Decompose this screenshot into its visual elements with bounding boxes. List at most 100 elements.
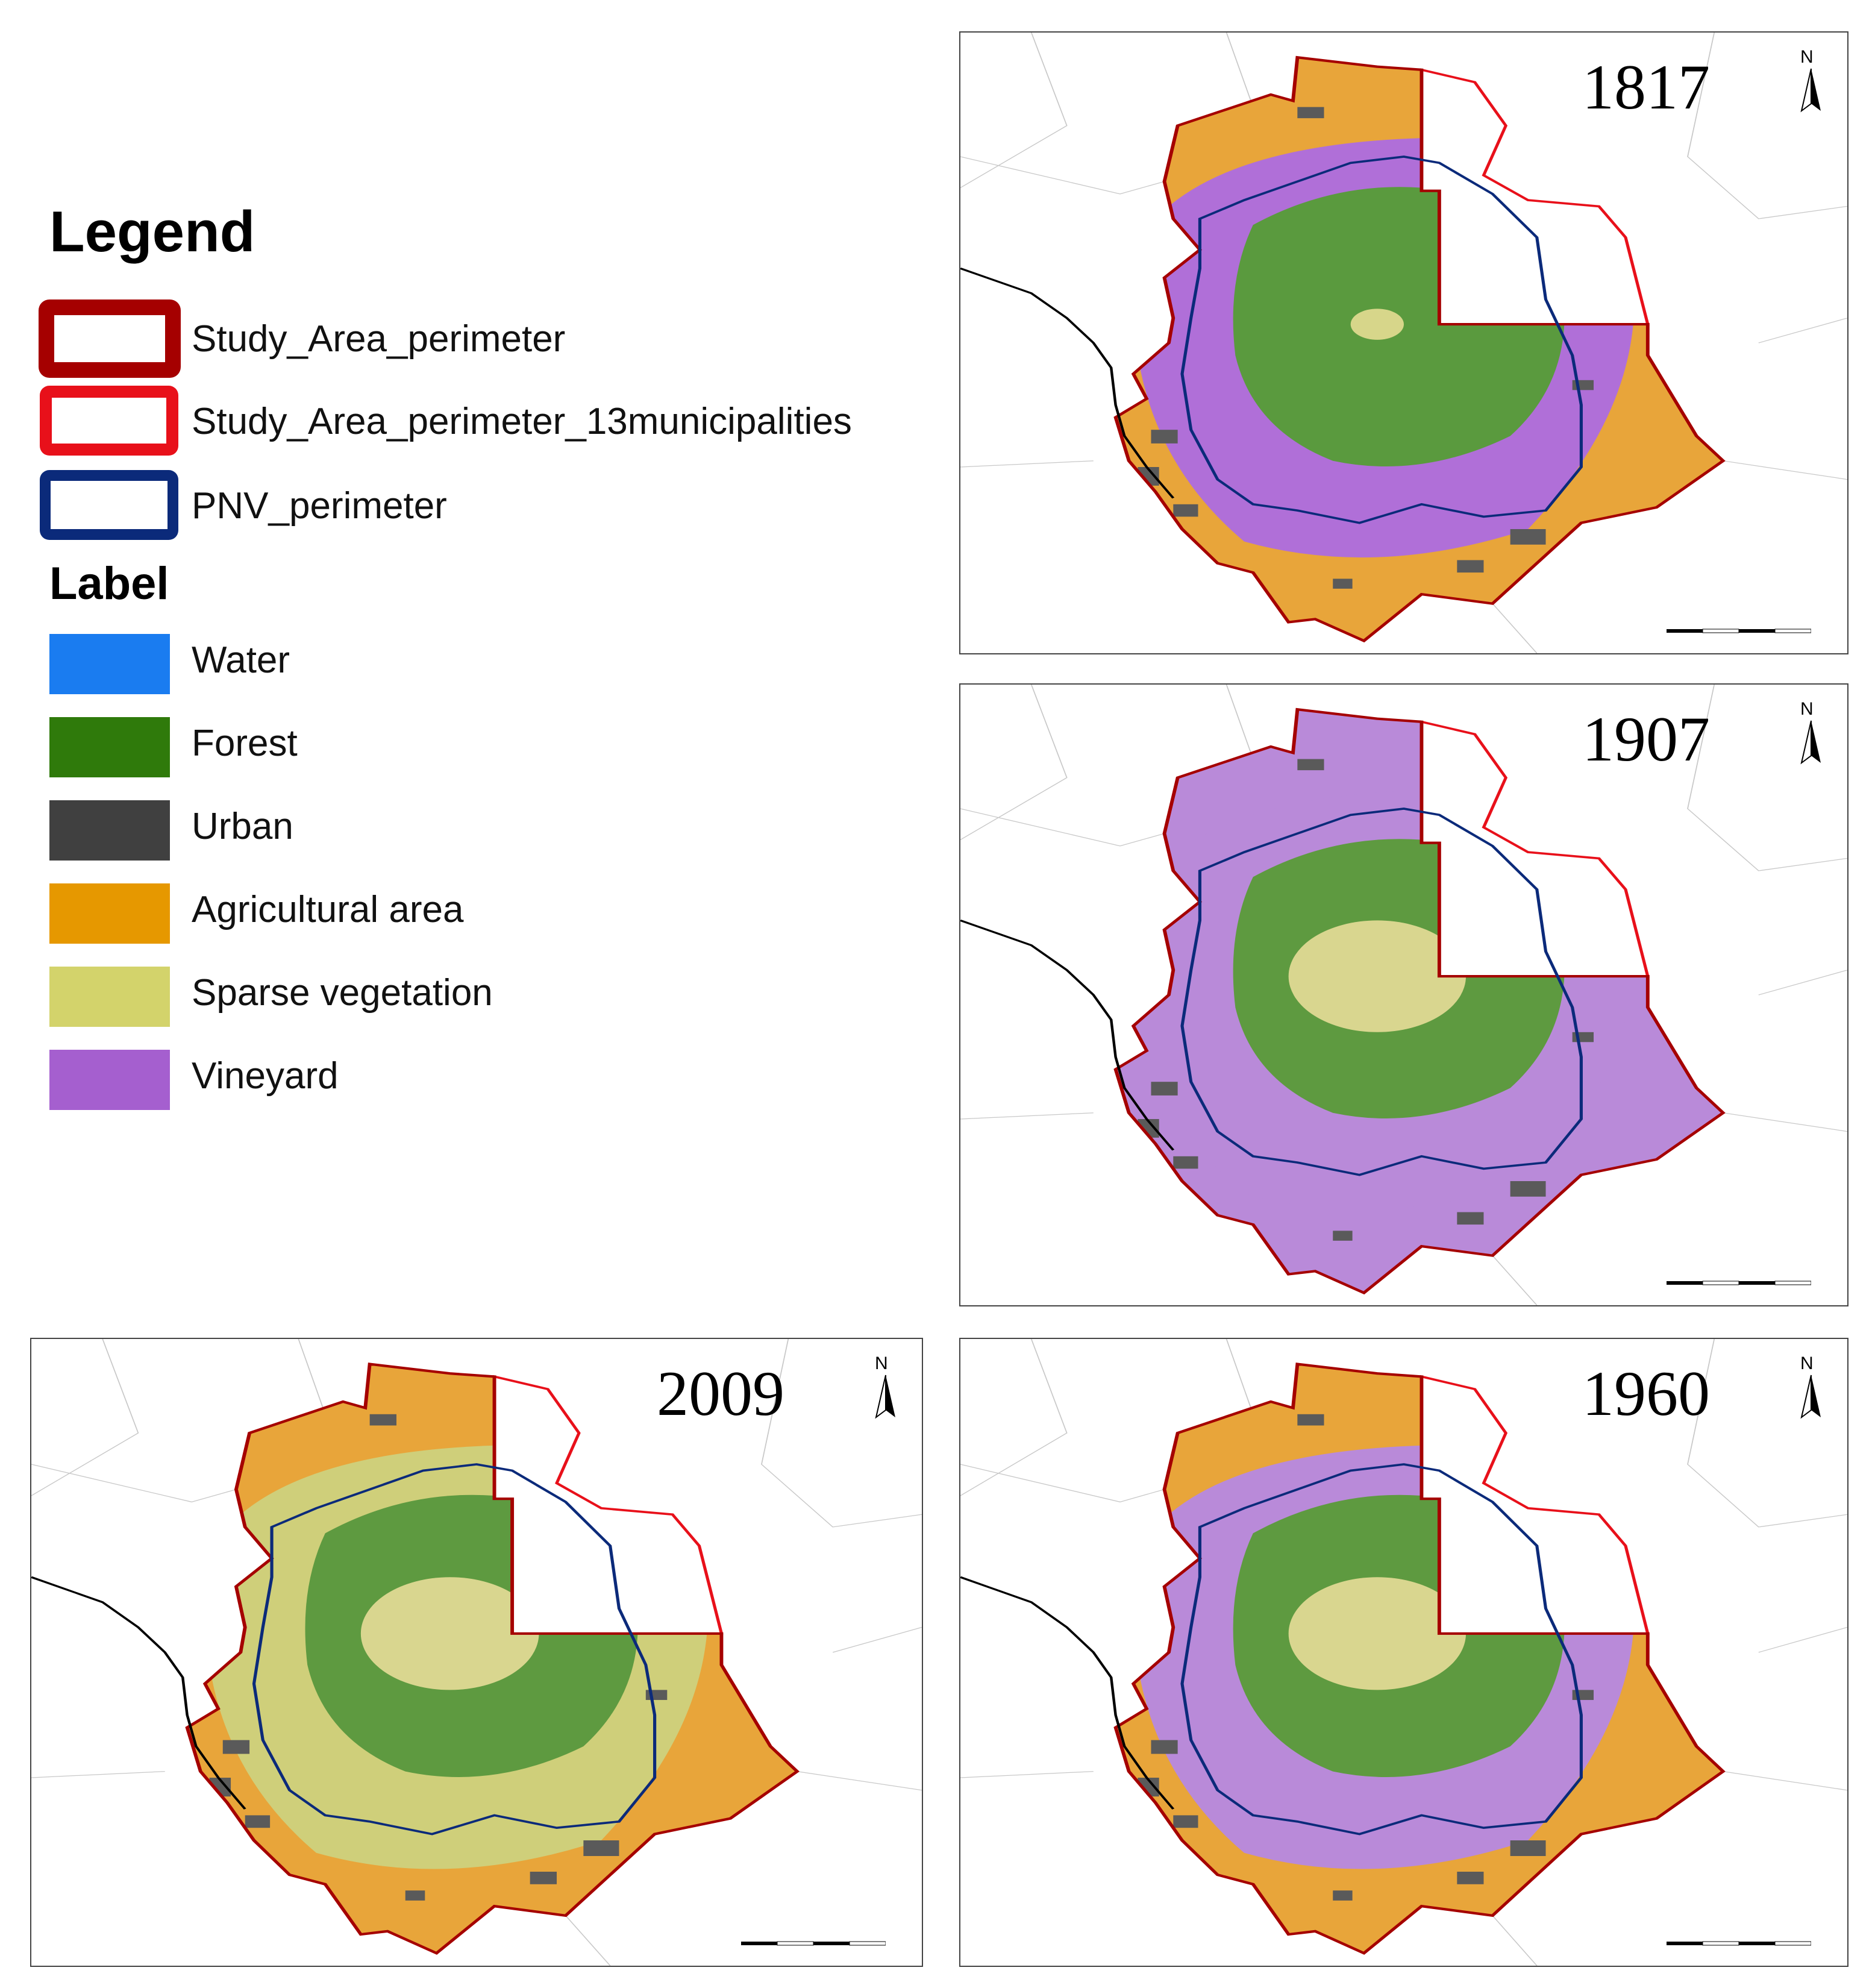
admin-line bbox=[31, 1770, 165, 1778]
summit-sparse-vegetation bbox=[1288, 1577, 1467, 1690]
map-canvas bbox=[960, 1339, 1847, 1966]
legend-label: Forest bbox=[192, 723, 298, 764]
admin-line bbox=[960, 460, 1094, 468]
legend-item-sparse-vegetation: Sparse vegetation bbox=[0, 967, 940, 1051]
admin-line bbox=[960, 156, 1165, 195]
legend-label: Water bbox=[192, 639, 290, 681]
urban-patch bbox=[1333, 1890, 1353, 1901]
admin-line bbox=[960, 1770, 1094, 1778]
admin-line bbox=[960, 685, 1068, 840]
legend-label-heading: Label bbox=[49, 558, 169, 609]
urban-patch bbox=[1510, 529, 1546, 545]
map-canvas bbox=[31, 1339, 922, 1966]
admin-line bbox=[1687, 685, 1847, 871]
urban-patch bbox=[222, 1740, 250, 1754]
legend-item-vineyard: Vineyard bbox=[0, 1050, 940, 1134]
admin-line bbox=[31, 1339, 139, 1496]
admin-line bbox=[761, 1339, 922, 1528]
admin-line bbox=[1492, 1255, 1538, 1305]
study-area-perimeter bbox=[185, 1362, 800, 1955]
admin-line bbox=[1687, 1339, 1847, 1528]
vineyard-swatch bbox=[49, 1050, 170, 1110]
thick-dark-red-outline-icon bbox=[39, 299, 181, 378]
north-arrow-icon: N bbox=[868, 1353, 904, 1423]
map-year-label: 2009 bbox=[657, 1358, 784, 1429]
urban-patch bbox=[1333, 1231, 1353, 1241]
map-legend: Legend Study_Area_perimeter Study_Area_p… bbox=[0, 0, 940, 1145]
sparse-vegetation-swatch bbox=[49, 967, 170, 1027]
admin-line bbox=[1723, 460, 1847, 480]
admin-line bbox=[960, 1464, 1165, 1503]
urban-swatch bbox=[49, 800, 170, 861]
admin-line bbox=[1758, 970, 1847, 996]
summit-sparse-vegetation bbox=[1288, 920, 1467, 1032]
coastline bbox=[960, 1576, 1175, 1810]
legend-item-study-area: Study_Area_perimeter bbox=[0, 299, 940, 384]
urban-patch bbox=[1151, 1740, 1178, 1754]
pnv-perimeter bbox=[252, 1463, 657, 1836]
summit-sparse-vegetation bbox=[360, 1577, 539, 1690]
urban-patch bbox=[1151, 430, 1178, 444]
admin-line bbox=[1492, 1915, 1538, 1966]
forest-swatch bbox=[49, 717, 170, 777]
urban-patch bbox=[530, 1872, 557, 1884]
admin-line bbox=[1225, 33, 1254, 107]
urban-patch bbox=[583, 1840, 619, 1856]
legend-item-13-municipalities: Study_Area_perimeter_13municipalities bbox=[0, 386, 940, 470]
map-panel-1817: 1817 N bbox=[959, 31, 1848, 654]
urban-patch bbox=[1173, 1156, 1198, 1169]
water-swatch bbox=[49, 634, 170, 694]
urban-patches bbox=[1138, 107, 1594, 589]
admin-line bbox=[1492, 603, 1538, 653]
admin-line bbox=[1758, 1626, 1847, 1653]
admin-line bbox=[960, 33, 1068, 188]
scale-bar bbox=[1667, 1275, 1811, 1293]
pnv-perimeter bbox=[1180, 807, 1583, 1176]
admin-line bbox=[1758, 318, 1847, 343]
scale-bar bbox=[741, 1936, 886, 1954]
legend-title: Legend bbox=[49, 199, 255, 264]
legend-label: Vineyard bbox=[192, 1055, 339, 1097]
urban-patch bbox=[1333, 579, 1353, 589]
coastline bbox=[960, 268, 1175, 499]
admin-line bbox=[1723, 1770, 1847, 1791]
urban-patch bbox=[1173, 1815, 1198, 1828]
admin-line bbox=[1723, 1112, 1847, 1132]
study-area-perimeter bbox=[1113, 55, 1726, 643]
scale-bar bbox=[1667, 623, 1811, 641]
map-panel-2009: 2009 N bbox=[30, 1338, 923, 1967]
study-area-perimeter bbox=[1113, 1362, 1726, 1955]
north-arrow-icon: N bbox=[1793, 1353, 1829, 1423]
admin-line bbox=[1687, 33, 1847, 219]
legend-item-urban: Urban bbox=[0, 800, 940, 885]
admin-line bbox=[960, 1112, 1094, 1120]
urban-patch bbox=[369, 1414, 396, 1426]
urban-patch bbox=[1297, 107, 1324, 119]
north-arrow-icon: N bbox=[1793, 699, 1829, 769]
admin-line bbox=[1225, 1339, 1254, 1414]
map-panel-1960: 1960 N bbox=[959, 1338, 1848, 1967]
admin-line bbox=[797, 1770, 922, 1791]
study-area-perimeter bbox=[1113, 707, 1726, 1295]
red-outline-icon bbox=[40, 386, 178, 456]
map-panel-1907: 1907 N bbox=[959, 683, 1848, 1306]
urban-patch bbox=[1297, 759, 1324, 771]
legend-label: Agricultural area bbox=[192, 889, 464, 930]
navy-outline-icon bbox=[40, 470, 178, 540]
coastline bbox=[31, 1576, 246, 1810]
legend-label: Sparse vegetation bbox=[192, 972, 493, 1014]
admin-boundaries bbox=[960, 685, 1847, 1305]
admin-boundaries bbox=[960, 33, 1847, 653]
admin-line bbox=[31, 1464, 237, 1503]
admin-boundaries bbox=[31, 1339, 922, 1966]
urban-patch bbox=[1297, 1414, 1324, 1426]
coastline bbox=[960, 920, 1175, 1151]
map-canvas bbox=[960, 685, 1847, 1305]
admin-line bbox=[832, 1626, 922, 1653]
admin-boundaries bbox=[960, 1339, 1847, 1966]
urban-patch bbox=[1151, 1082, 1178, 1096]
legend-label: Study_Area_perimeter bbox=[192, 318, 566, 360]
legend-label: Urban bbox=[192, 806, 293, 847]
urban-patch bbox=[1510, 1840, 1546, 1856]
map-year-label: 1817 bbox=[1582, 52, 1710, 122]
